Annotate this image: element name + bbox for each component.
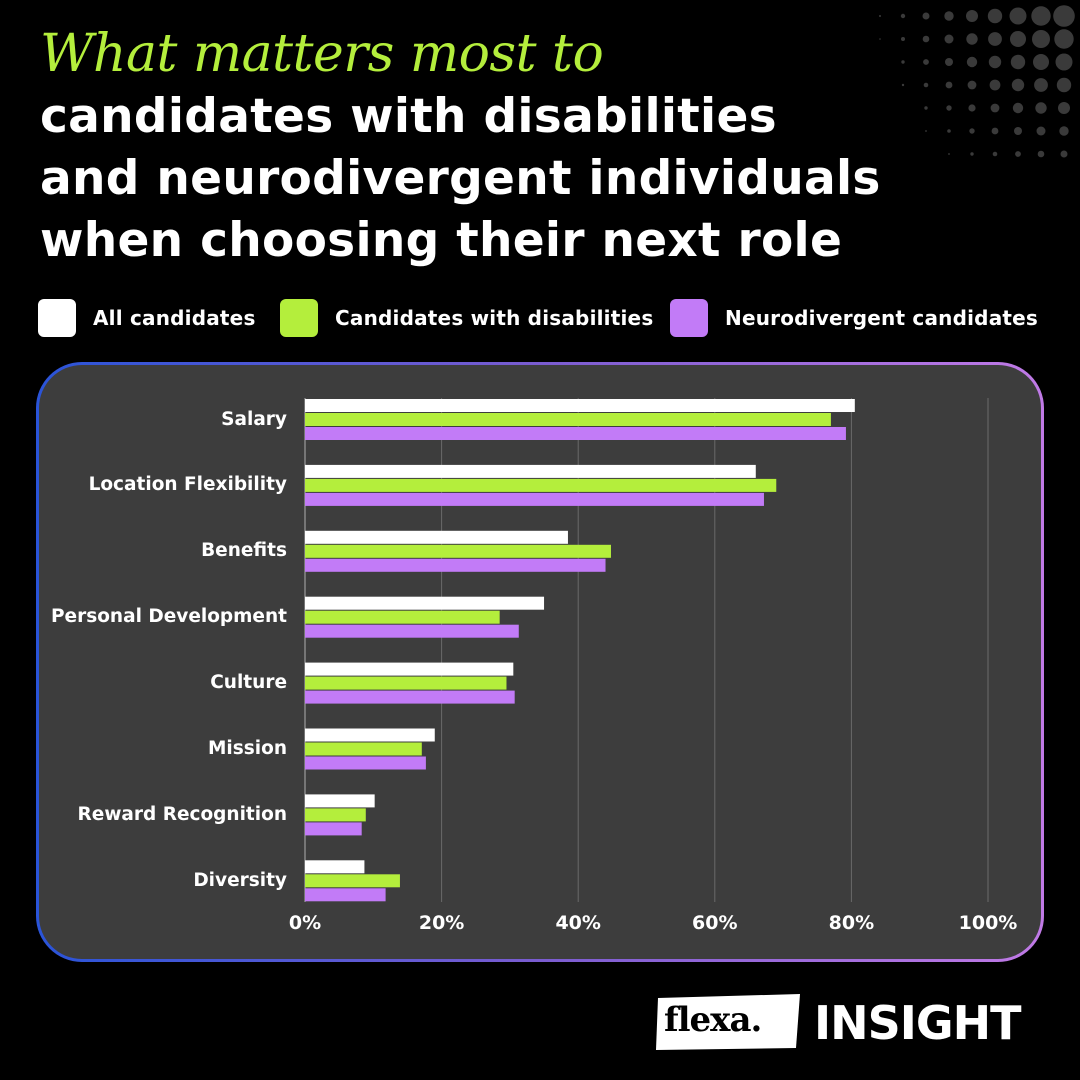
- category-label: Reward Recognition: [77, 803, 287, 825]
- bar: [305, 558, 606, 572]
- x-tick-label: 0%: [288, 912, 322, 934]
- bar: [305, 544, 611, 558]
- bar: [305, 624, 519, 638]
- category-label: Culture: [210, 672, 287, 694]
- x-tick-label: 40%: [555, 912, 601, 934]
- x-tick-label: 60%: [692, 912, 738, 934]
- category-label: Personal Development: [50, 606, 287, 628]
- title-line-4: when choosing their next role: [40, 213, 843, 268]
- bar: [305, 690, 515, 704]
- category-label: Benefits: [201, 540, 287, 562]
- legend-label: Neurodivergent candidates: [725, 306, 1039, 330]
- x-tick-label: 100%: [958, 912, 1018, 934]
- bar: [305, 794, 375, 808]
- legend-label: All candidates: [93, 306, 256, 330]
- bar: [305, 874, 400, 888]
- bar: [305, 492, 764, 506]
- bar: [305, 860, 365, 874]
- bar: [305, 728, 435, 742]
- chart-panel-inner: [39, 365, 1041, 959]
- legend-swatch: [670, 299, 708, 337]
- legend-label: Candidates with disabilities: [335, 306, 654, 330]
- page-title: What matters most to candidates with dis…: [40, 22, 1020, 272]
- bar: [305, 808, 366, 822]
- legend-swatch: [38, 299, 76, 337]
- title-line-2: candidates with disabilities: [40, 89, 777, 144]
- bar: [305, 610, 500, 624]
- bar: [305, 596, 545, 610]
- bar: [305, 822, 362, 836]
- legend-swatch: [280, 299, 318, 337]
- title-line-italic: What matters most to: [40, 24, 604, 84]
- x-tick-label: 20%: [418, 912, 465, 934]
- flexa-logo-badge: [656, 994, 800, 1050]
- insight-tag: INSIGHT: [814, 996, 1021, 1050]
- bar: [305, 399, 855, 412]
- legend-item-all-candidates: All candidates: [38, 298, 256, 338]
- bar: [305, 530, 568, 544]
- category-label: Location Flexibility: [88, 474, 287, 496]
- legend-item-candidates-with-disabilities: Candidates with disabilities: [280, 298, 653, 338]
- bar: [305, 427, 846, 440]
- category-label: Salary: [221, 408, 287, 430]
- bar: [305, 413, 831, 426]
- flexa-logo-text: flexa.: [664, 1000, 762, 1040]
- bar: [305, 676, 507, 690]
- bar: [305, 464, 756, 478]
- category-label: Mission: [208, 738, 287, 759]
- x-tick-label: 80%: [828, 912, 875, 934]
- chart-legend: All candidates Candidates with disabilit…: [38, 298, 1048, 338]
- bar: [305, 888, 386, 902]
- brand-footer: flexa. INSIGHT: [654, 988, 1050, 1060]
- category-label: Diversity: [193, 869, 287, 891]
- bar: [305, 756, 426, 770]
- bar: [305, 662, 514, 676]
- bar: [305, 742, 422, 756]
- chart-panel: [36, 362, 1044, 962]
- title-line-3: and neurodivergent individuals: [40, 151, 881, 206]
- legend-item-neurodivergent-candidates: Neurodivergent candidates: [670, 298, 1038, 338]
- bar: [305, 478, 777, 492]
